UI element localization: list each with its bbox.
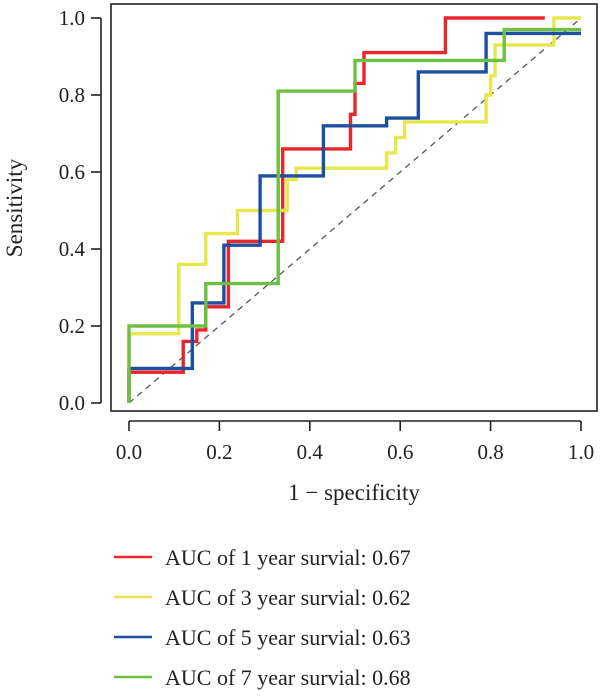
x-tick-label: 1.0 xyxy=(568,440,594,464)
y-tick-label: 0.4 xyxy=(59,237,86,261)
y-axis-title: Sensitivity xyxy=(2,158,27,257)
legend-label-1: AUC of 1 year survial: 0.67 xyxy=(165,545,411,570)
roc-curve-2 xyxy=(127,16,581,403)
legend-label-4: AUC of 7 year survial: 0.68 xyxy=(165,665,411,690)
y-tick-label: 0.6 xyxy=(59,160,85,184)
y-tick-label: 0.2 xyxy=(59,314,85,338)
x-tick-label: 0.4 xyxy=(297,440,324,464)
y-tick-label: 0.0 xyxy=(59,391,85,415)
legend-label-3: AUC of 5 year survial: 0.63 xyxy=(165,625,411,650)
y-tick-label: 0.8 xyxy=(59,83,85,107)
roc-curve-4 xyxy=(127,27,581,403)
roc-curve-3 xyxy=(127,31,581,403)
legend: AUC of 1 year survial: 0.67 AUC of 3 year… xyxy=(114,545,411,690)
legend-label-2: AUC of 3 year survial: 0.62 xyxy=(165,585,411,610)
y-axis: 0.0 0.2 0.4 0.6 0.8 1.0 xyxy=(59,6,102,415)
plot-frame xyxy=(110,3,598,412)
roc-curve-1 xyxy=(127,16,545,403)
x-axis: 0.0 0.2 0.4 0.6 0.8 1.0 xyxy=(116,420,594,464)
x-tick-label: 0.0 xyxy=(116,440,142,464)
x-tick-label: 0.2 xyxy=(206,440,232,464)
x-tick-label: 0.6 xyxy=(387,440,413,464)
x-axis-title: 1 − specificity xyxy=(288,480,420,505)
roc-curves xyxy=(127,16,581,403)
x-tick-label: 0.8 xyxy=(477,440,503,464)
plot-area xyxy=(110,3,598,412)
y-tick-label: 1.0 xyxy=(59,6,85,30)
